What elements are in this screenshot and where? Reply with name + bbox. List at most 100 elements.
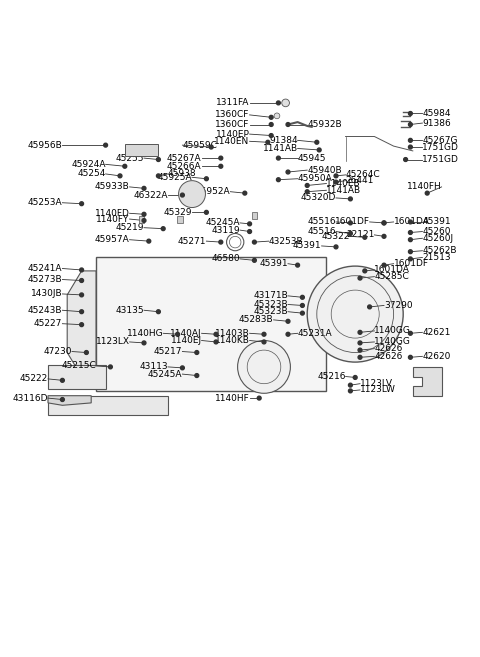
Circle shape	[348, 389, 352, 393]
Text: 43113: 43113	[139, 363, 168, 371]
Circle shape	[358, 276, 362, 280]
Circle shape	[84, 351, 88, 354]
Bar	[48, 365, 106, 388]
Text: 1601DF: 1601DF	[335, 217, 370, 227]
Text: 45267A: 45267A	[167, 154, 202, 162]
Circle shape	[248, 229, 252, 233]
Text: 1751GD: 1751GD	[422, 143, 459, 152]
Circle shape	[296, 263, 300, 267]
Circle shape	[286, 170, 290, 174]
Bar	[125, 144, 158, 156]
Circle shape	[334, 174, 338, 178]
Circle shape	[80, 323, 84, 327]
Text: 1123LV: 1123LV	[360, 379, 393, 388]
Text: 1141AB: 1141AB	[263, 144, 298, 153]
Text: 1360CF: 1360CF	[215, 110, 250, 120]
Circle shape	[282, 99, 289, 106]
Circle shape	[262, 340, 266, 344]
Text: 45219: 45219	[116, 223, 144, 232]
Circle shape	[408, 250, 412, 254]
Text: 1140EN: 1140EN	[215, 137, 250, 146]
Circle shape	[408, 112, 412, 116]
Text: 1140AJ: 1140AJ	[170, 328, 202, 338]
Circle shape	[156, 310, 160, 313]
Circle shape	[142, 341, 146, 345]
Circle shape	[142, 187, 146, 191]
Text: 45231A: 45231A	[298, 328, 332, 338]
Text: 45940B: 45940B	[307, 166, 342, 175]
Circle shape	[300, 304, 304, 307]
Text: 42626: 42626	[374, 352, 403, 361]
Text: 45262B: 45262B	[422, 246, 457, 255]
Circle shape	[408, 238, 412, 242]
Circle shape	[60, 378, 64, 382]
Circle shape	[195, 351, 199, 354]
Text: 1140GG: 1140GG	[374, 338, 411, 346]
Circle shape	[276, 156, 280, 160]
Text: 45950A: 45950A	[298, 174, 332, 183]
Circle shape	[368, 305, 372, 309]
Text: 45959C: 45959C	[182, 141, 217, 150]
Text: 45391: 45391	[422, 217, 451, 227]
Text: 1140FY: 1140FY	[96, 215, 130, 223]
Text: 45273B: 45273B	[28, 275, 62, 284]
Circle shape	[408, 257, 412, 261]
Text: 1140GG: 1140GG	[374, 327, 411, 336]
Circle shape	[300, 311, 304, 315]
Text: 1123LW: 1123LW	[360, 386, 396, 394]
Text: 45925A: 45925A	[157, 173, 192, 182]
Circle shape	[161, 227, 165, 231]
Circle shape	[286, 332, 290, 336]
Circle shape	[408, 220, 412, 224]
Circle shape	[404, 158, 408, 162]
Circle shape	[353, 376, 357, 379]
Circle shape	[358, 355, 362, 359]
Circle shape	[219, 240, 223, 244]
Circle shape	[408, 355, 412, 359]
Text: 45391: 45391	[259, 260, 288, 268]
Text: 45956B: 45956B	[28, 141, 62, 150]
Text: 1140FH: 1140FH	[407, 183, 442, 191]
Text: 45932B: 45932B	[307, 120, 342, 129]
Text: 43116D: 43116D	[12, 394, 48, 403]
Text: 45945: 45945	[298, 154, 326, 162]
Circle shape	[80, 310, 84, 313]
Text: 26441: 26441	[346, 176, 374, 185]
Text: 1140HG: 1140HG	[127, 328, 163, 338]
Circle shape	[104, 143, 108, 147]
Text: 45271: 45271	[178, 237, 206, 246]
Circle shape	[156, 158, 160, 162]
Circle shape	[305, 190, 309, 194]
Text: 91386: 91386	[422, 118, 451, 127]
Circle shape	[307, 266, 403, 362]
Text: 45516: 45516	[307, 217, 336, 227]
Text: 42626: 42626	[374, 344, 403, 353]
Bar	[252, 212, 257, 219]
Circle shape	[60, 397, 64, 401]
Polygon shape	[48, 396, 168, 415]
Circle shape	[269, 116, 273, 119]
Text: 1123LX: 1123LX	[96, 338, 130, 346]
Circle shape	[142, 219, 146, 223]
Circle shape	[363, 235, 367, 239]
Text: 1751GD: 1751GD	[422, 155, 459, 164]
Text: 45241A: 45241A	[28, 264, 62, 273]
Text: 46580: 46580	[211, 254, 240, 263]
Text: 45264C: 45264C	[346, 170, 380, 179]
Circle shape	[243, 191, 247, 195]
Circle shape	[195, 374, 199, 378]
Text: 42620: 42620	[422, 352, 451, 361]
Circle shape	[108, 365, 112, 369]
Text: 45260J: 45260J	[422, 234, 454, 242]
Circle shape	[238, 340, 290, 394]
Circle shape	[156, 174, 160, 178]
Circle shape	[118, 174, 122, 178]
Circle shape	[382, 235, 386, 238]
Text: 1140EJ: 1140EJ	[170, 336, 202, 345]
Circle shape	[180, 193, 184, 197]
Circle shape	[80, 279, 84, 283]
Circle shape	[257, 396, 261, 400]
Circle shape	[286, 319, 290, 323]
Circle shape	[252, 258, 256, 262]
Circle shape	[274, 113, 280, 119]
